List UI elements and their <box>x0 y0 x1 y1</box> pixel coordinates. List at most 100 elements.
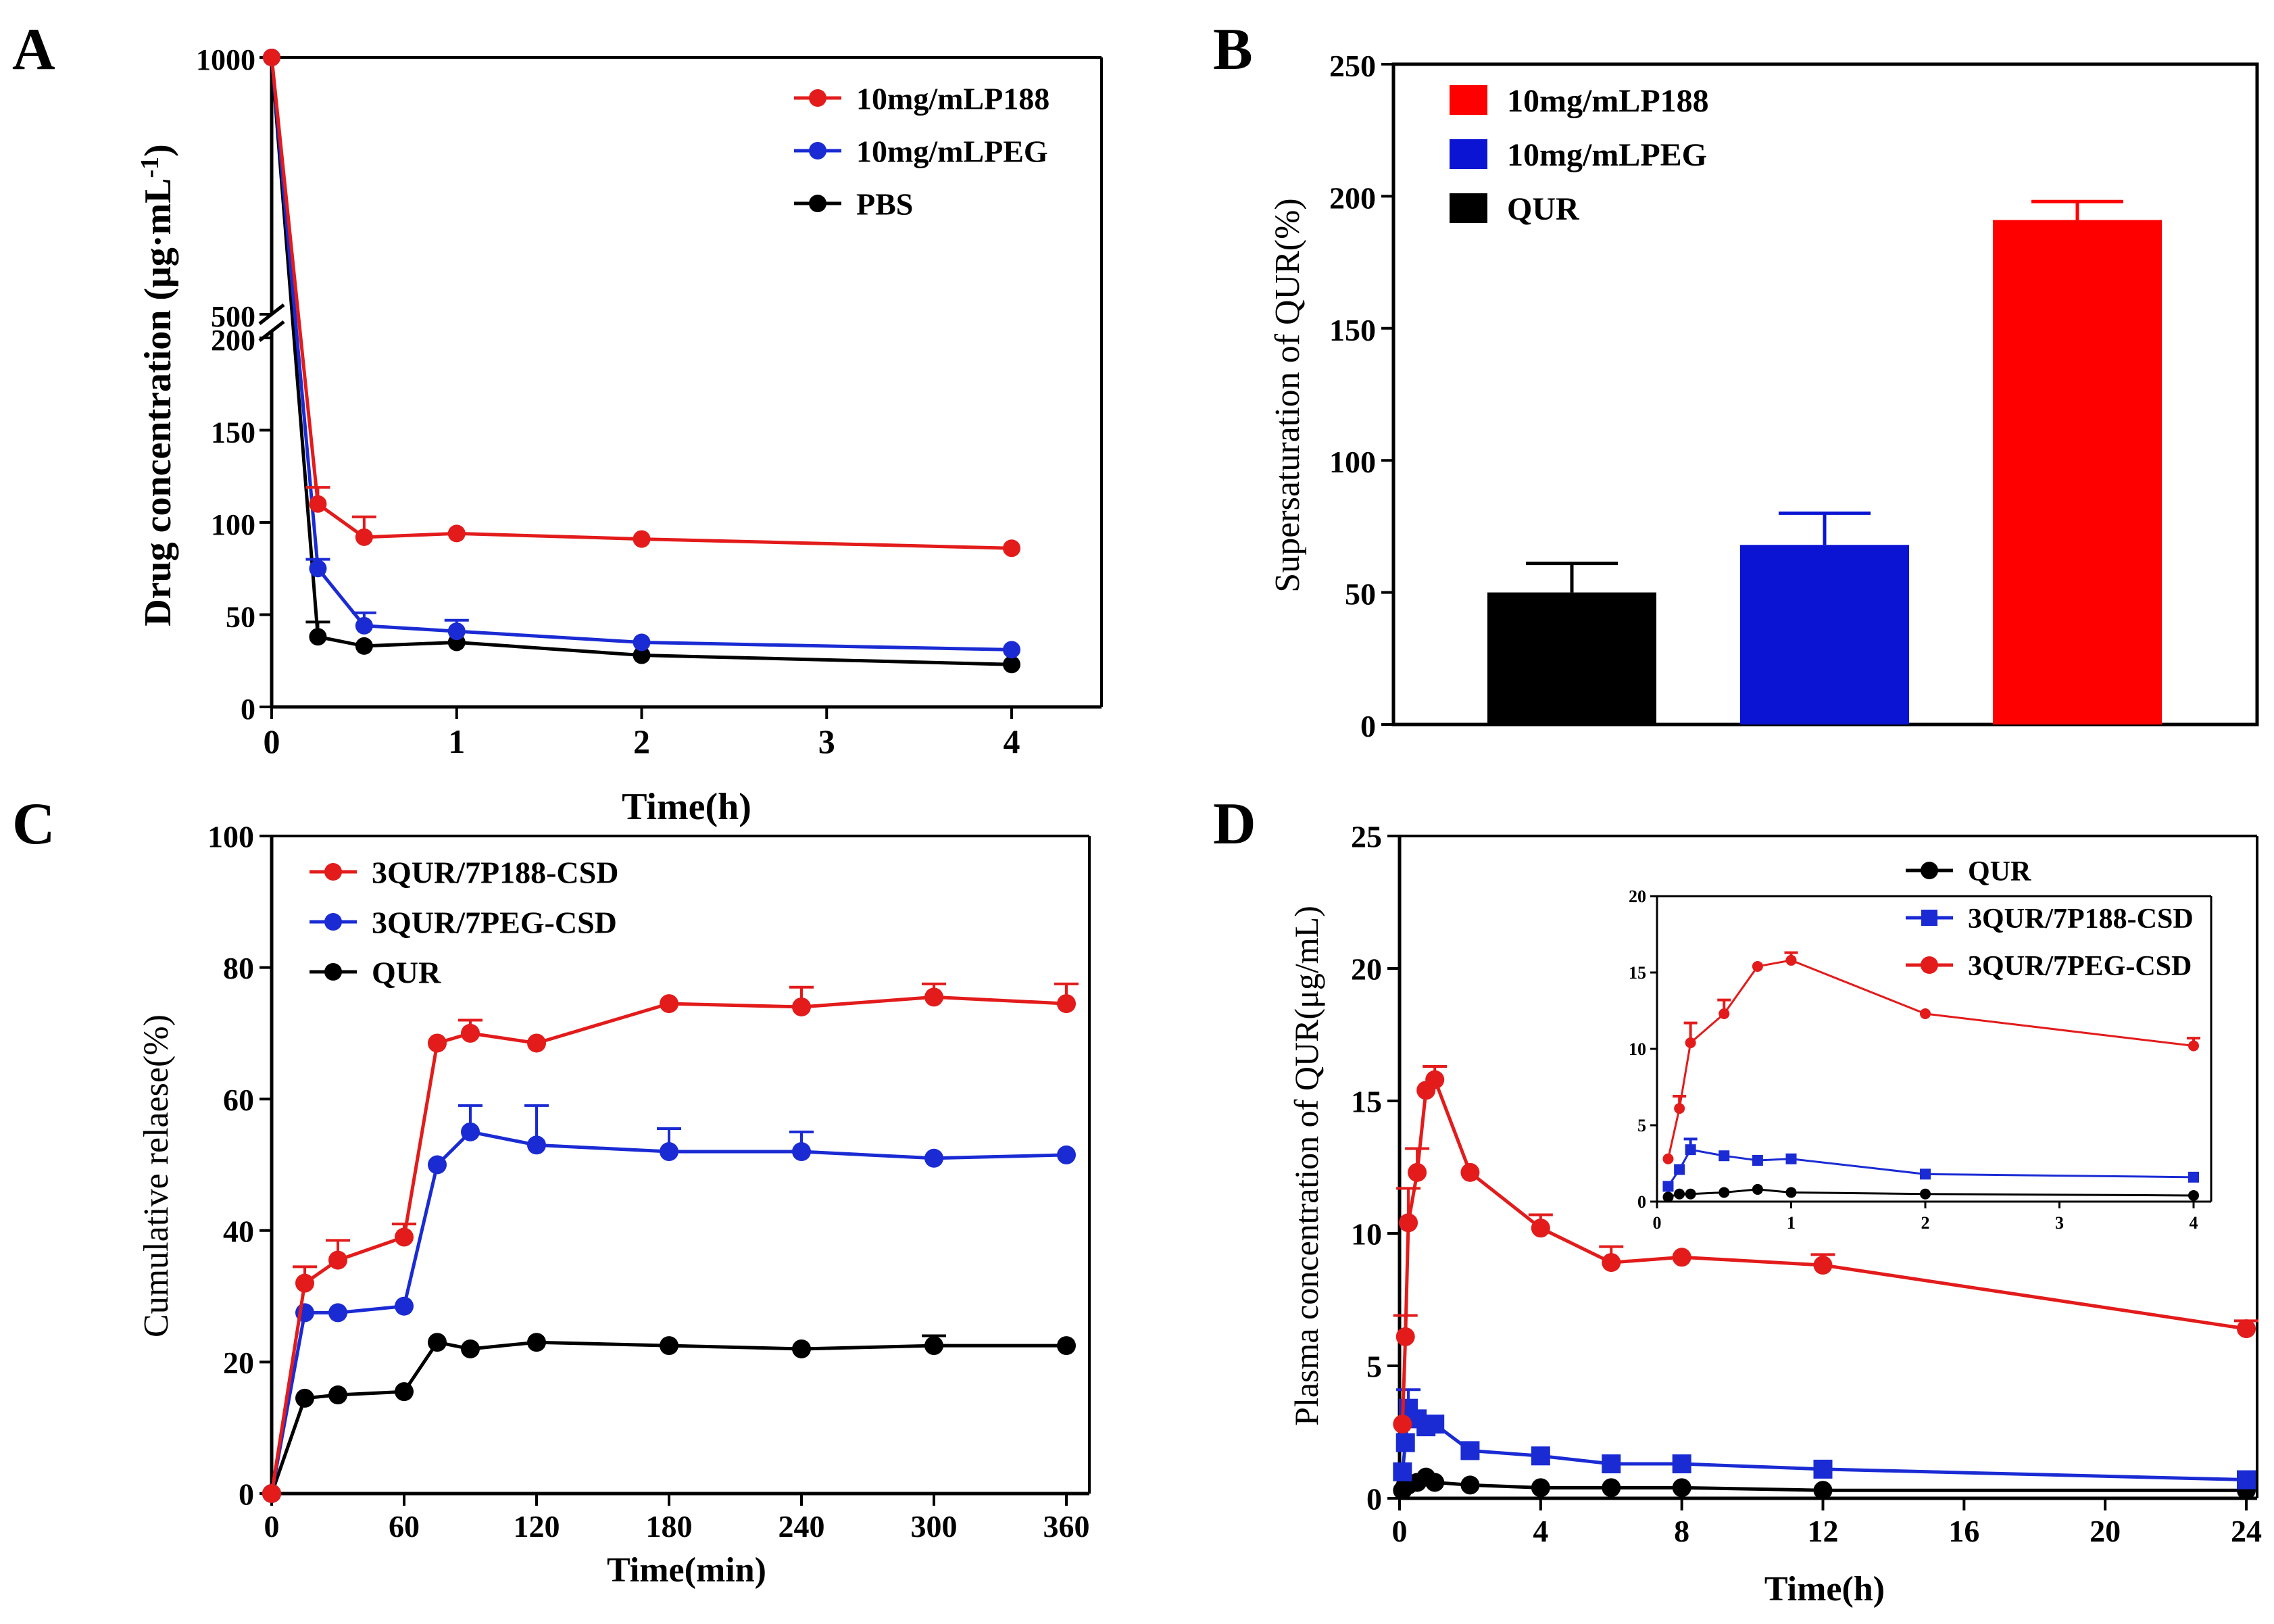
panel-a-point <box>1003 641 1020 659</box>
panel-d-x-tick-label: 0 <box>1392 1514 1408 1548</box>
panel-d-point <box>1460 1475 1480 1495</box>
panel-a-point <box>309 628 327 646</box>
panel-c-x-tick-label: 0 <box>264 1509 280 1544</box>
panel-d-legend-label: QUR <box>1968 856 2031 887</box>
panel-c-chart: 0 60 120 180 240 300 360 0 20 40 60 80 100 Time(min) C… <box>137 820 1091 1590</box>
panel-c-x-tick-label: 180 <box>646 1509 693 1544</box>
panel-b-y-tick-label: 250 <box>1329 49 1376 83</box>
panel-c-point <box>428 1033 447 1053</box>
panel-c-point <box>660 1336 678 1356</box>
panel-d-point <box>1395 1327 1415 1346</box>
panel-a-legend-marker <box>809 195 826 212</box>
panel-c-point <box>262 1484 281 1503</box>
panel-d-inset-series-line <box>1667 959 2194 1160</box>
panel-a-y-tick-label: 0 <box>241 693 255 726</box>
panel-c-point <box>660 994 678 1014</box>
panel-d-inset-x-tick-label: 2 <box>1921 1213 1930 1233</box>
panel-d-x-tick-label: 24 <box>2231 1514 2262 1548</box>
panel-c-legend-marker <box>324 963 342 981</box>
panel-d-y-tick-label: 25 <box>1351 820 1382 854</box>
panel-d-x-tick-label: 8 <box>1674 1514 1689 1548</box>
panel-c-y-tick-label: 40 <box>223 1214 254 1248</box>
panel-c-x-tick-label: 300 <box>911 1509 958 1544</box>
panel-a-point <box>355 616 373 635</box>
panel-d-point <box>1460 1441 1480 1460</box>
panel-d-x-tick-label: 16 <box>1948 1514 1979 1548</box>
panel-c-x-axis-label: Time(min) <box>607 1551 766 1590</box>
panel-c-point <box>792 1142 811 1162</box>
panel-c-y-tick-label: 60 <box>223 1083 254 1117</box>
panel-d-inset-y-tick-label: 15 <box>1629 963 1646 983</box>
panel-a-point <box>1003 539 1020 558</box>
panel-d-inset-y-tick-label: 5 <box>1637 1116 1646 1135</box>
panel-c-point <box>924 1336 943 1356</box>
panel-d-point <box>1395 1433 1415 1452</box>
panel-d-inset-point <box>1674 1164 1685 1175</box>
panel-d-point <box>1425 1070 1445 1089</box>
panel-d-legend-marker <box>1921 862 1938 879</box>
panel-letter-a: A <box>12 17 55 82</box>
panel-d-inset-point <box>1752 960 1763 972</box>
panel-b-y-tick-label: 100 <box>1329 445 1376 479</box>
panel-d-inset-point <box>2188 1171 2199 1183</box>
panel-d-point <box>2237 1470 2256 1490</box>
panel-c-y-axis-label: Cumulative relaese(%) <box>137 1014 176 1337</box>
panel-d-point <box>1393 1414 1412 1434</box>
panel-c-series-line <box>270 995 1067 1494</box>
panel-c-point <box>924 1148 943 1168</box>
panel-d-inset-series-line <box>1667 1148 2194 1187</box>
panel-d-inset-y-tick-label: 20 <box>1629 887 1646 906</box>
panel-c-legend-marker <box>324 863 342 881</box>
panel-a-point <box>309 560 327 578</box>
panel-d-inset-point <box>1785 954 1797 966</box>
panel-a-legend-label: PBS <box>856 187 913 222</box>
panel-d-inset-point <box>1685 1188 1696 1200</box>
panel-b-bar <box>1993 220 2162 724</box>
panel-c-point <box>792 997 811 1016</box>
panel-d-inset-point <box>1685 1144 1696 1156</box>
panel-d-inset-x-tick-label: 1 <box>1787 1213 1796 1233</box>
panel-letter-b: B <box>1213 17 1253 82</box>
panel-c-point <box>328 1303 347 1323</box>
panel-d-inset-x-tick-label: 4 <box>2190 1213 2198 1233</box>
panel-d-inset-x-tick-label: 0 <box>1653 1213 1662 1233</box>
panel-d-inset-point <box>1920 1168 1931 1180</box>
panel-c-series-line <box>270 1130 1067 1494</box>
panel-c-point <box>1057 1336 1076 1356</box>
panel-a-point <box>633 646 651 664</box>
panel-a-x-axis-label: Time(h) <box>622 786 751 828</box>
panel-d-x-axis-label: Time(h) <box>1764 1570 1885 1608</box>
panel-d-inset-point <box>1752 1183 1763 1195</box>
panel-b-legend-label: QUR <box>1507 191 1580 227</box>
panel-c-legend-marker <box>324 913 342 931</box>
panel-c-point <box>527 1033 546 1053</box>
panel-c-y-tick-label: 0 <box>239 1477 254 1512</box>
panel-c-point <box>428 1333 447 1352</box>
panel-d-series-line <box>1400 1076 2247 1425</box>
panel-a-y-tick-label: 500 <box>211 300 255 333</box>
panel-d-point <box>1813 1256 1833 1275</box>
panel-d-point <box>1531 1446 1550 1466</box>
panel-d-inset-y-tick-label: 10 <box>1629 1039 1646 1059</box>
panel-a-series-line <box>270 57 1012 651</box>
panel-d-legend-label: 3QUR/7PEG-CSD <box>1968 951 2192 982</box>
panel-a-y-tick-label: 200 <box>211 324 255 357</box>
panel-a-point <box>447 622 466 641</box>
panel-b-bar <box>1487 592 1656 724</box>
panel-d-inset-point <box>1719 1187 1730 1198</box>
panel-a-x-tick-label: 3 <box>818 722 835 760</box>
panel-d-inset-x-tick-label: 3 <box>2055 1213 2064 1233</box>
panel-c-point <box>1057 994 1076 1014</box>
panel-a-y-tick-label: 150 <box>211 416 255 449</box>
panel-b-legend-label: 10mg/mLPEG <box>1507 137 1707 173</box>
panel-a-series-line <box>270 57 1012 666</box>
panel-d-point <box>1460 1162 1480 1182</box>
panel-c-point <box>527 1135 546 1155</box>
panel-d-point <box>1602 1454 1621 1474</box>
panel-c-point <box>295 1388 314 1408</box>
panel-c-y-tick-label: 20 <box>223 1346 254 1380</box>
panel-a-point <box>1003 656 1020 674</box>
panel-c-y-tick-label: 100 <box>207 820 254 854</box>
